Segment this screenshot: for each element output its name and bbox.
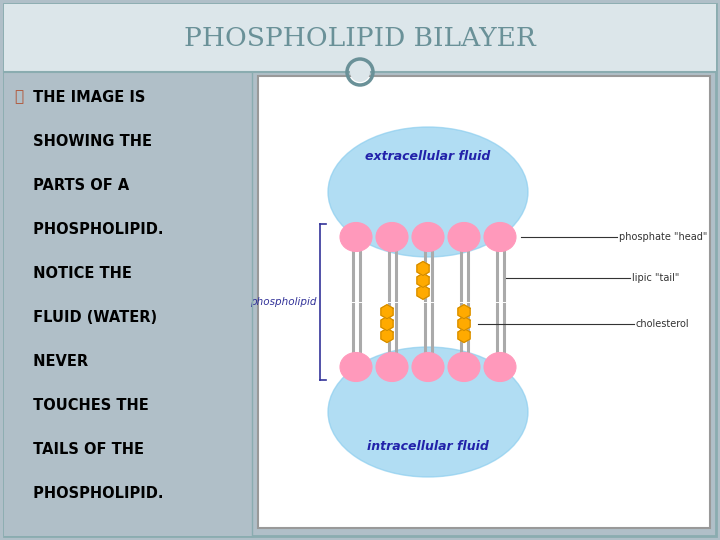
Ellipse shape	[448, 353, 480, 381]
Text: PHOSPHOLIPID.: PHOSPHOLIPID.	[28, 222, 163, 237]
Text: FLUID (WATER): FLUID (WATER)	[28, 310, 157, 325]
Polygon shape	[417, 261, 429, 275]
Polygon shape	[381, 328, 393, 342]
Ellipse shape	[412, 353, 444, 381]
Ellipse shape	[412, 222, 444, 252]
Text: SHOWING THE: SHOWING THE	[28, 134, 152, 149]
Text: THE IMAGE IS: THE IMAGE IS	[28, 90, 145, 105]
FancyBboxPatch shape	[4, 4, 716, 536]
Text: NOTICE THE: NOTICE THE	[28, 266, 132, 281]
Text: intracellular fluid: intracellular fluid	[367, 441, 489, 454]
Text: TAILS OF THE: TAILS OF THE	[28, 442, 144, 457]
Text: lipic "tail": lipic "tail"	[632, 273, 680, 283]
Text: ❧: ❧	[14, 90, 23, 104]
Text: phosphate "head": phosphate "head"	[619, 232, 707, 242]
Text: NEVER: NEVER	[28, 354, 88, 369]
Text: extracellular fluid: extracellular fluid	[365, 151, 491, 164]
Polygon shape	[417, 285, 429, 299]
Polygon shape	[458, 328, 470, 342]
FancyBboxPatch shape	[4, 4, 716, 72]
Polygon shape	[381, 305, 393, 319]
Text: phospholipid: phospholipid	[251, 297, 317, 307]
Text: cholesterol: cholesterol	[636, 319, 690, 329]
Text: PHOSPHOLIPID BILAYER: PHOSPHOLIPID BILAYER	[184, 25, 536, 51]
Ellipse shape	[328, 127, 528, 257]
Ellipse shape	[376, 353, 408, 381]
Polygon shape	[417, 273, 429, 287]
Text: PHOSPHOLIPID.: PHOSPHOLIPID.	[28, 486, 163, 501]
Text: PARTS OF A: PARTS OF A	[28, 178, 130, 193]
FancyBboxPatch shape	[258, 76, 710, 528]
Ellipse shape	[376, 222, 408, 252]
Text: TOUCHES THE: TOUCHES THE	[28, 398, 149, 413]
Polygon shape	[458, 305, 470, 319]
Polygon shape	[381, 316, 393, 330]
Polygon shape	[458, 316, 470, 330]
Ellipse shape	[340, 353, 372, 381]
Ellipse shape	[448, 222, 480, 252]
FancyBboxPatch shape	[4, 72, 252, 536]
Ellipse shape	[328, 347, 528, 477]
Ellipse shape	[484, 222, 516, 252]
Ellipse shape	[340, 222, 372, 252]
Ellipse shape	[484, 353, 516, 381]
Circle shape	[350, 62, 370, 82]
